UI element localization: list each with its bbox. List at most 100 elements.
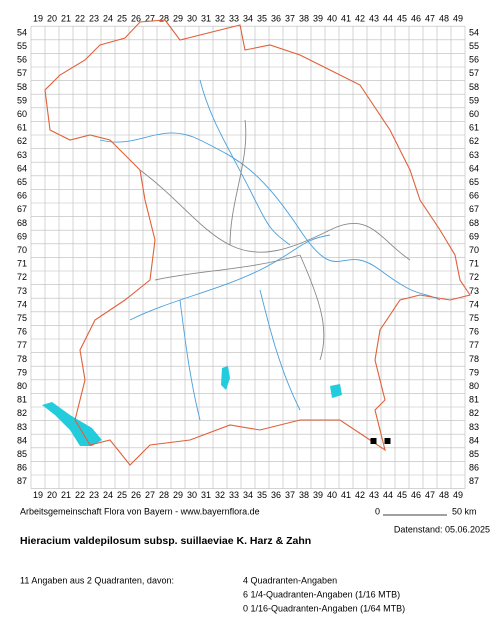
row-label: 69: [17, 231, 27, 241]
column-label: 47: [425, 490, 435, 500]
column-label: 24: [103, 490, 113, 500]
column-label: 31: [201, 490, 211, 500]
column-label: 22: [75, 490, 85, 500]
row-label: 75: [469, 313, 479, 323]
column-label: 40: [327, 490, 337, 500]
lake: [42, 402, 102, 446]
record: [384, 438, 391, 444]
column-label: 26: [131, 490, 141, 500]
row-label: 68: [469, 218, 479, 228]
row-label: 57: [469, 68, 479, 78]
column-label: 37: [285, 490, 295, 500]
row-label: 54: [469, 27, 479, 37]
row-label: 83: [469, 422, 479, 432]
column-label: 46: [411, 14, 421, 24]
row-label: 65: [17, 177, 27, 187]
column-label: 20: [47, 490, 57, 500]
row-label: 70: [17, 245, 27, 255]
row-label: 77: [17, 340, 27, 350]
row-label: 84: [469, 435, 479, 445]
title: Hieracium valdepilosum subsp. suillaevia…: [20, 535, 311, 547]
summary: 11 Angaben aus 2 Quadranten, davon:: [20, 575, 174, 585]
column-label: 33: [229, 490, 239, 500]
column-label: 30: [187, 490, 197, 500]
row-label: 82: [469, 408, 479, 418]
column-label: 42: [355, 14, 365, 24]
river: [179, 299, 201, 421]
row-label: 85: [469, 449, 479, 459]
row-label: 87: [17, 476, 27, 486]
column-label: 23: [89, 490, 99, 500]
row-label: 65: [469, 177, 479, 187]
column-label: 29: [173, 14, 183, 24]
row-label: 76: [469, 327, 479, 337]
row-label: 79: [469, 367, 479, 377]
row-label: 66: [469, 191, 479, 201]
row-label: 87: [469, 476, 479, 486]
column-label: 26: [131, 14, 141, 24]
column-label: 48: [439, 490, 449, 500]
row-label: 71: [17, 259, 27, 269]
row-label: 60: [469, 109, 479, 119]
column-label: 38: [299, 14, 309, 24]
river: [129, 234, 331, 321]
date: Datenstand: 05.06.2025: [394, 524, 490, 534]
column-label: 46: [411, 490, 421, 500]
row-label: 74: [17, 299, 27, 309]
row-label: 80: [469, 381, 479, 391]
records: [370, 438, 391, 444]
row-label: 54: [17, 27, 27, 37]
column-label: 49: [453, 490, 463, 500]
row-label: 66: [17, 191, 27, 201]
row-label: 69: [469, 231, 479, 241]
column-label: 32: [215, 490, 225, 500]
row-label: 84: [17, 435, 27, 445]
column-label: 36: [271, 490, 281, 500]
lake: [330, 384, 342, 398]
column-label: 35: [257, 14, 267, 24]
column-label: 43: [369, 14, 379, 24]
column-label: 23: [89, 14, 99, 24]
row-label: 77: [469, 340, 479, 350]
column-label: 37: [285, 14, 295, 24]
column-label: 22: [75, 14, 85, 24]
column-label: 32: [215, 14, 225, 24]
scale-start: 0: [375, 506, 380, 516]
column-label: 21: [61, 14, 71, 24]
column-label: 24: [103, 14, 113, 24]
row-label: 81: [17, 395, 27, 405]
column-label: 35: [257, 490, 267, 500]
column-label: 41: [341, 490, 351, 500]
row-label: 58: [17, 82, 27, 92]
row-label: 70: [469, 245, 479, 255]
column-label: 43: [369, 490, 379, 500]
column-label: 34: [243, 14, 253, 24]
column-label: 36: [271, 14, 281, 24]
row-label: 59: [17, 95, 27, 105]
row-label: 61: [469, 123, 479, 133]
detail: 0 1/16-Quadranten-Angaben (1/64 MTB): [243, 603, 405, 613]
row-label: 58: [469, 82, 479, 92]
row-label: 67: [469, 204, 479, 214]
column-label: 25: [117, 490, 127, 500]
row-label: 73: [17, 286, 27, 296]
column-label: 47: [425, 14, 435, 24]
column-label: 49: [453, 14, 463, 24]
row-label: 68: [17, 218, 27, 228]
column-label: 30: [187, 14, 197, 24]
row-label: 75: [17, 313, 27, 323]
column-label: 31: [201, 14, 211, 24]
row-label: 55: [17, 41, 27, 51]
row-label: 56: [17, 55, 27, 65]
row-label: 83: [17, 422, 27, 432]
district-border: [139, 119, 411, 361]
row-label: 71: [469, 259, 479, 269]
column-label: 41: [341, 14, 351, 24]
column-label: 45: [397, 490, 407, 500]
column-label: 48: [439, 14, 449, 24]
row-label: 74: [469, 299, 479, 309]
row-label: 86: [17, 463, 27, 473]
column-label: 44: [383, 490, 393, 500]
river: [99, 132, 441, 301]
column-label: 28: [159, 490, 169, 500]
